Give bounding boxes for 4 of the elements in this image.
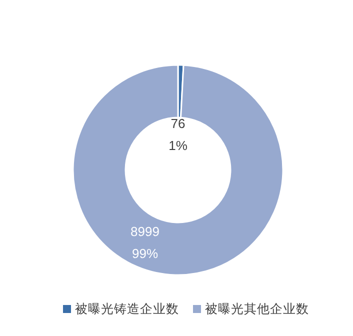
data-label: 76 1% bbox=[168, 116, 188, 153]
legend-label: 被曝光其他企业数 bbox=[205, 302, 309, 316]
legend-label: 被曝光铸造企业数 bbox=[75, 302, 179, 316]
data-label: 8999 99% bbox=[130, 224, 160, 261]
